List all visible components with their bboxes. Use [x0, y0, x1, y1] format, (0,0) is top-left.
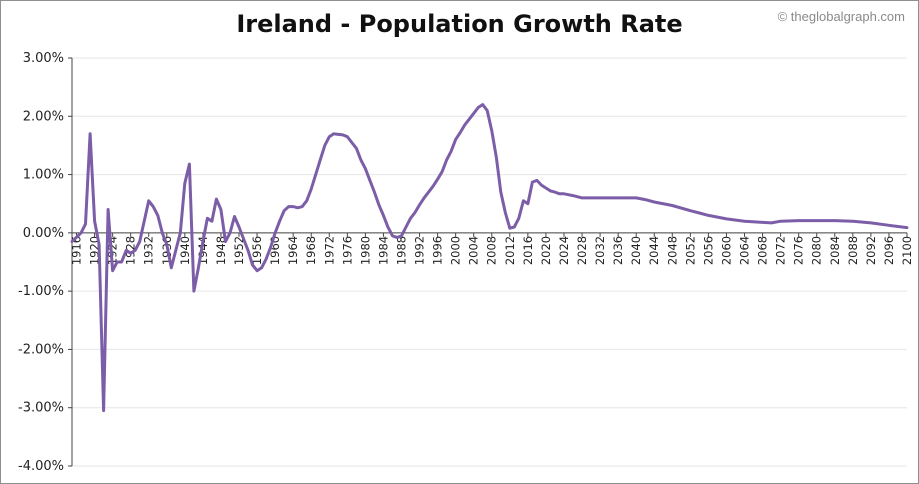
x-tick-label: 1928	[124, 236, 138, 265]
x-tick-label: 1968	[304, 236, 318, 265]
x-tick-label: 2076	[792, 236, 806, 265]
x-tick-label: 2036	[611, 236, 625, 265]
x-tick-label: 2024	[557, 236, 571, 265]
x-tick-label: 1972	[322, 236, 336, 265]
y-tick-label: -1.00%	[18, 284, 64, 299]
x-tick-label: 2020	[539, 236, 553, 265]
y-tick-label: -3.00%	[18, 401, 64, 416]
x-tick-label: 2096	[882, 236, 896, 265]
x-tick-label: 2032	[593, 236, 607, 265]
series-layer	[70, 103, 909, 413]
x-tick-label: 1964	[286, 236, 300, 265]
x-tick-label: 2016	[521, 236, 535, 265]
x-tick-label: 2088	[846, 236, 860, 265]
x-tick-label: 2100	[900, 236, 914, 265]
x-tick-label: 2064	[738, 236, 752, 265]
x-tick-label: 2004	[467, 236, 481, 265]
x-tick-label: 1976	[340, 236, 354, 265]
x-tick-label: 1984	[376, 236, 390, 265]
x-tick-label: 1932	[142, 236, 156, 265]
x-tick-label: 1992	[413, 236, 427, 265]
y-tick-label: 0.00%	[23, 226, 64, 241]
y-tick-label: 3.00%	[23, 51, 64, 66]
x-tick-label: 2000	[449, 236, 463, 265]
x-tick-label: 1996	[431, 236, 445, 265]
x-tick-label: 2008	[485, 236, 499, 265]
x-tick-label: 2028	[575, 236, 589, 265]
x-axis: 1916 1920 1924 1928 1932 1936 1940 1944 1948 1952…	[70, 232, 914, 265]
x-tick-label: 1952	[232, 236, 246, 265]
x-tick-label: 2052	[683, 236, 697, 265]
y-tick-label: -2.00%	[18, 342, 64, 357]
y-tick-label: 1.00%	[23, 168, 64, 183]
x-tick-label: 2092	[864, 236, 878, 265]
x-tick-label: 2048	[665, 236, 679, 265]
x-tick-label: 2044	[647, 236, 661, 265]
x-tick-label: 1948	[214, 236, 228, 265]
x-tick-label: 2084	[828, 236, 842, 265]
x-tick-label: 2060	[719, 236, 733, 265]
chart-title: Ireland - Population Growth Rate	[236, 10, 683, 38]
x-tick-label: 2056	[701, 236, 715, 265]
x-tick-label: 1988	[394, 236, 408, 265]
x-tick-label: 2068	[756, 236, 770, 265]
x-tick-label: 2012	[503, 236, 517, 265]
x-tick-label: 1916	[70, 236, 84, 265]
series-line	[70, 103, 909, 413]
x-tick-label: 2072	[774, 236, 788, 265]
x-tick-label: 1940	[178, 236, 192, 265]
x-tick-label: 1956	[250, 236, 264, 265]
y-axis: 3.00% 2.00% 1.00% 0.00% -1.00% -2.00% -3.00% -4…	[18, 51, 73, 474]
watermark-text: © theglobalgraph.com	[777, 9, 905, 24]
x-tick-label: 2040	[629, 236, 643, 265]
x-tick-label: 1980	[358, 236, 372, 265]
y-tick-label: -4.00%	[18, 459, 64, 474]
y-tick-label: 2.00%	[23, 109, 64, 124]
x-tick-label: 2080	[810, 236, 824, 265]
